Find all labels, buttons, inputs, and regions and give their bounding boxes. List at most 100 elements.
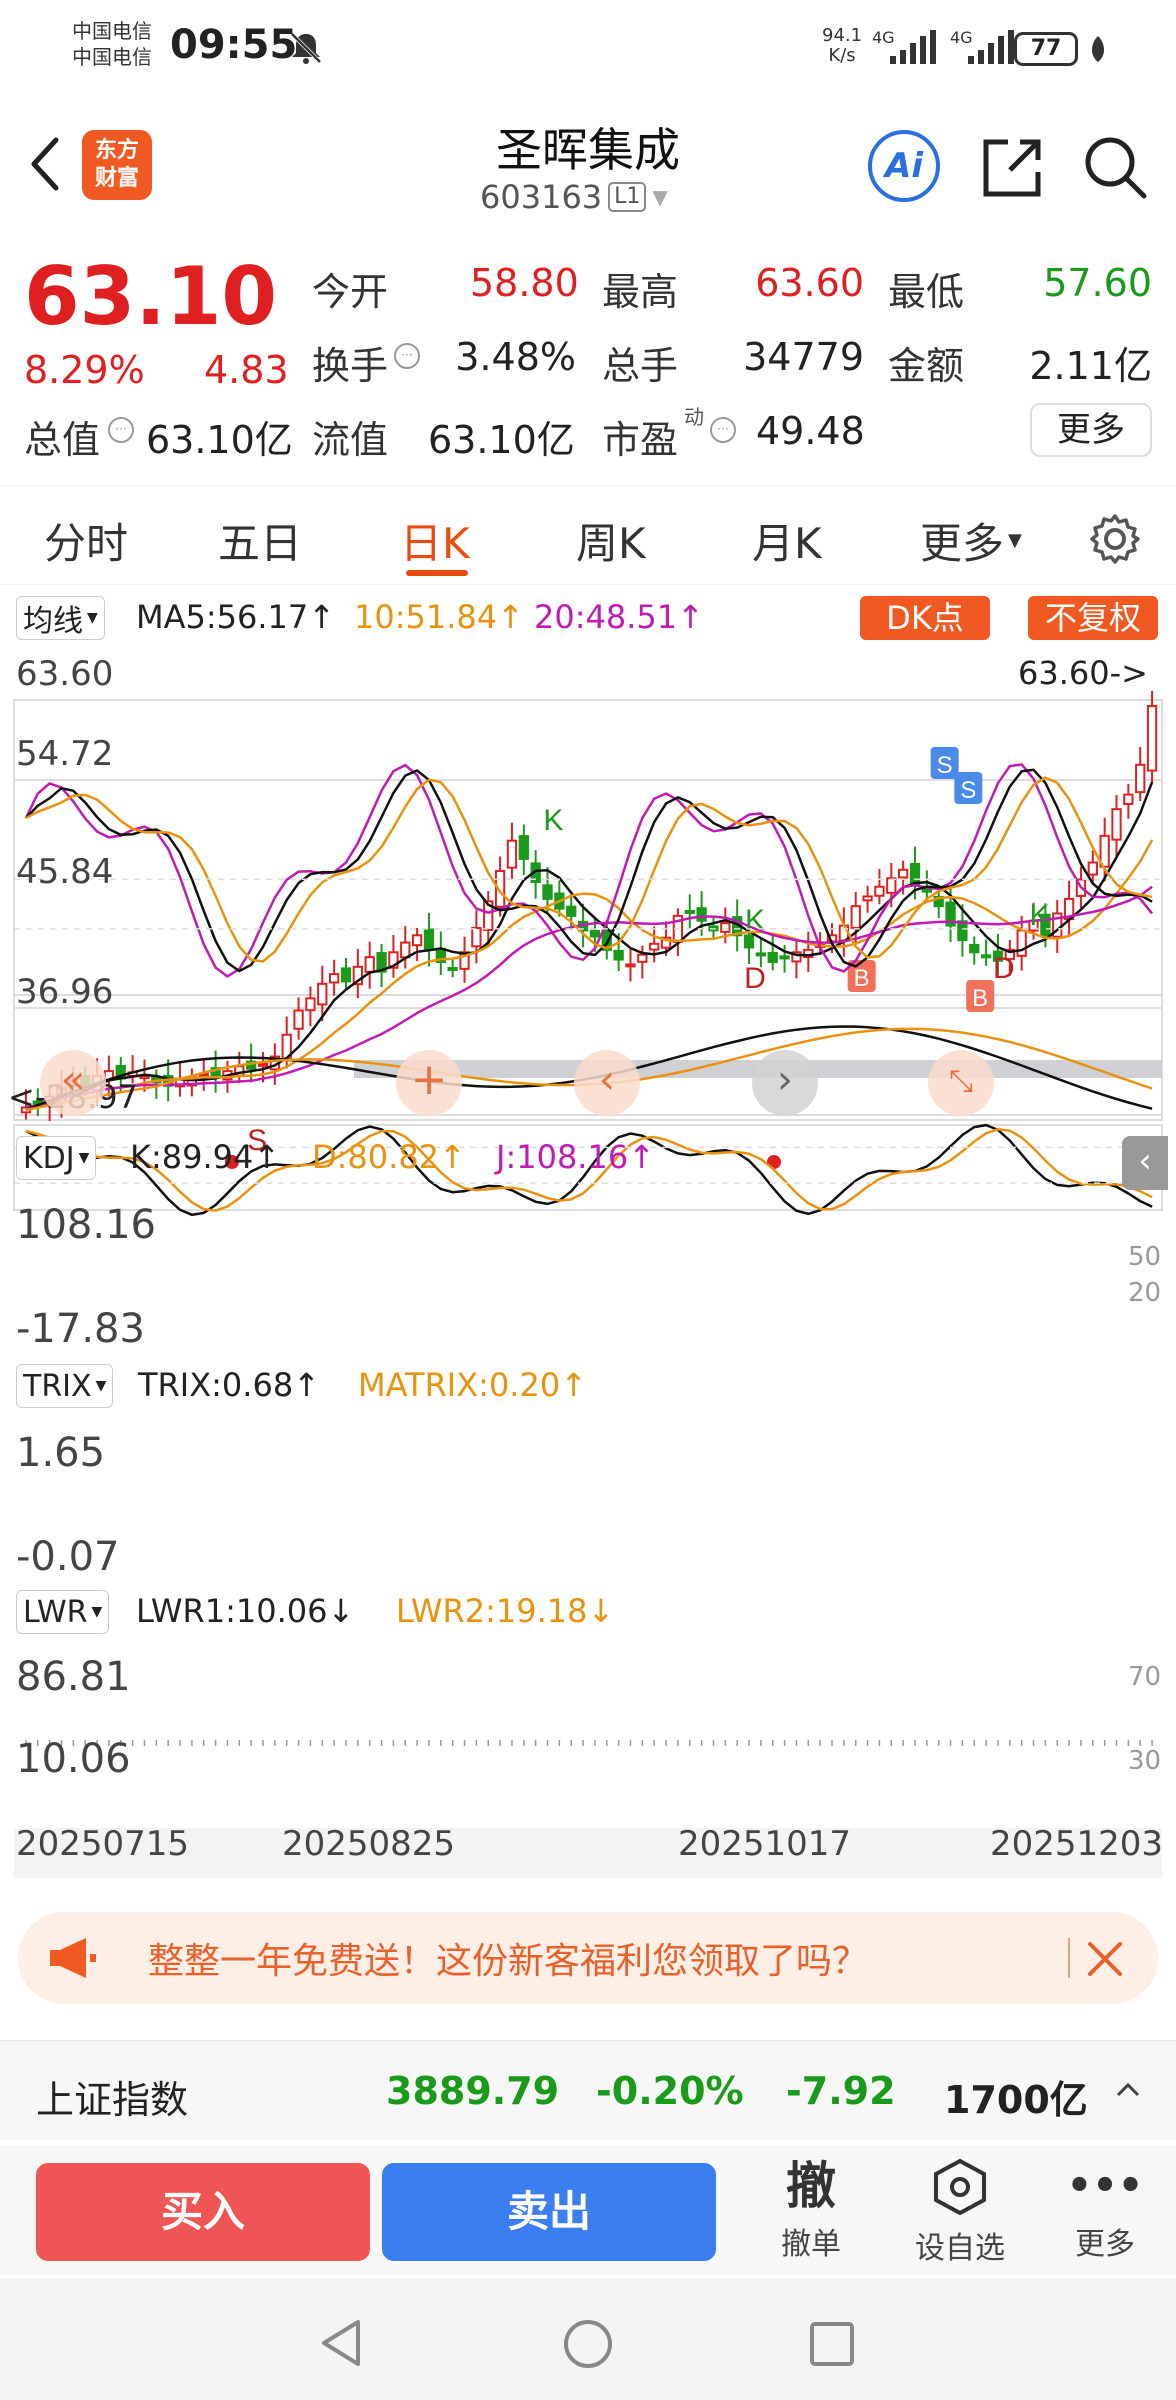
signal-label: K [1029, 899, 1049, 932]
signal-icon-2 [968, 30, 1014, 64]
candle-body [1146, 705, 1158, 772]
y-tick-trix-top: 1.65 [16, 1430, 106, 1476]
ma5-line [25, 781, 1154, 1109]
volume-value: 34779 [743, 335, 864, 379]
buy-button[interactable]: 买入 [36, 2163, 370, 2261]
add-watchlist-label: 设自选 [915, 2231, 1005, 2266]
dk-point-button[interactable]: DK点 [860, 596, 990, 640]
battery-level: 77 [1030, 36, 1062, 61]
close-icon[interactable] [1086, 1940, 1124, 1978]
index-percent: -0.20% [596, 2069, 744, 2113]
kdj-selector[interactable]: KDJ ▼ [16, 1136, 97, 1180]
signal-label: S [247, 1124, 267, 1157]
tab-more-label: 更多 [920, 519, 1005, 568]
rewind-left-button[interactable]: « [40, 1050, 106, 1116]
info-icon-3[interactable]: ··· [710, 417, 736, 443]
chevron-down-icon: ▼ [87, 610, 98, 626]
info-icon[interactable]: ··· [394, 343, 420, 369]
kdj-selector-label: KDJ [23, 1140, 75, 1176]
candle-body [459, 951, 470, 970]
high-marker: 63.60-> [1018, 654, 1148, 692]
open-label: 今开 [312, 270, 389, 314]
signal-label: B [854, 965, 870, 992]
candle-body [684, 909, 695, 914]
tab-more[interactable]: 更多 ▼ [920, 510, 1022, 571]
adjust-mode-button[interactable]: 不复权 [1028, 596, 1158, 640]
promo-banner[interactable]: 整整一年免费送！这份新客福利您领取了吗？ [18, 1912, 1158, 2004]
ma10-line [25, 839, 1154, 1109]
lwr2-line [25, 1128, 1153, 1212]
nav-back-icon[interactable] [318, 2318, 364, 2368]
signal-label: D [993, 952, 1015, 985]
candle-body [494, 870, 506, 908]
clock: 09:55 [170, 22, 298, 68]
more-quote-button[interactable]: 更多 [1030, 403, 1152, 457]
carrier-info: 中国电信 中国电信 [72, 18, 152, 70]
fullscreen-icon[interactable]: ⤡ [928, 1050, 994, 1116]
lwr-level-70: 70 [1128, 1662, 1162, 1692]
step-left-button[interactable]: ‹ [574, 1050, 640, 1116]
stock-code: 603163 [480, 178, 603, 216]
chevron-up-icon[interactable] [1114, 2079, 1142, 2101]
more-actions-button[interactable]: ••• 更多 [1050, 2153, 1160, 2263]
share-icon[interactable] [980, 134, 1046, 200]
lwr-selector-label: LWR [23, 1594, 88, 1630]
carrier-1: 中国电信 [72, 19, 152, 43]
promo-text: 整整一年免费送！这份新客福利您领取了吗？ [148, 1941, 869, 1982]
network-type-2: 4G [950, 28, 973, 47]
sell-label: 卖出 [506, 2187, 591, 2236]
lwr-selector[interactable]: LWR ▼ [16, 1590, 110, 1634]
candle-body [376, 952, 387, 973]
x-tick-3: 20251017 [678, 1824, 852, 1864]
candle-body [364, 956, 375, 973]
info-icon-2[interactable]: ··· [108, 417, 134, 443]
ma-selector[interactable]: 均线 ▼ [16, 596, 105, 640]
tab-monthly-k[interactable]: 月K [752, 519, 822, 568]
candle-body [660, 936, 672, 949]
ai-label: Ai [885, 146, 923, 186]
index-ticker[interactable]: 上证指数 3889.79 -0.20% -7.92 1700亿 [0, 2040, 1176, 2140]
candle-body [637, 953, 648, 963]
nav-home-icon[interactable] [562, 2318, 614, 2370]
zoom-in-button[interactable]: + [396, 1050, 462, 1116]
matrix-value: MATRIX:0.20↑ [358, 1366, 587, 1404]
network-type-1: 4G [872, 28, 895, 47]
turnover-value: 3.48% [455, 335, 576, 379]
low-value: 57.60 [1043, 261, 1152, 305]
signal-badge [930, 747, 959, 779]
amount-value: 2.11亿 [1029, 344, 1152, 388]
index-name: 上证指数 [36, 2078, 189, 2122]
candle-body [755, 952, 767, 957]
candle-body [447, 967, 458, 972]
x-tick-2: 20250825 [282, 1824, 456, 1864]
candle-body [328, 973, 340, 984]
stock-code-row[interactable]: 603163 L1 ▼ [480, 178, 668, 216]
kdj-level-50: 50 [1128, 1242, 1162, 1272]
ma5-value: MA5:56.17↑ [136, 598, 336, 636]
index-value: 3889.79 [386, 2069, 560, 2113]
chevron-down-icon: ▼ [95, 1378, 107, 1394]
signal-label: S [960, 777, 976, 804]
header: 东方 财富 圣晖集成 603163 L1 ▼ Ai [0, 100, 1176, 230]
ai-assistant-button[interactable]: Ai [868, 130, 940, 202]
trix-selector[interactable]: TRIX ▼ [16, 1364, 114, 1408]
nav-recents-icon[interactable] [808, 2320, 856, 2368]
add-watchlist-button[interactable]: 设自选 [900, 2153, 1020, 2267]
candle-body [625, 963, 636, 968]
market-cap-value: 63.10亿 [146, 418, 293, 462]
brand-logo[interactable]: 东方 财富 [82, 130, 152, 200]
tab-minute[interactable]: 分时 [44, 519, 129, 568]
tab-weekly-k[interactable]: 周K [576, 519, 646, 568]
step-right-button[interactable]: › [752, 1050, 818, 1116]
tab-daily-k[interactable]: 日K [400, 519, 470, 568]
y-tick-main-3: 45.84 [16, 852, 114, 892]
settings-gear-icon[interactable] [1088, 512, 1142, 566]
pe-value: 49.48 [756, 409, 865, 453]
tab-five-day[interactable]: 五日 [218, 519, 303, 568]
sell-button[interactable]: 卖出 [382, 2163, 716, 2261]
back-icon[interactable] [24, 134, 64, 194]
collapse-panel-button[interactable]: ‹ [1122, 1136, 1168, 1190]
search-icon[interactable] [1082, 134, 1148, 200]
cancel-order-button[interactable]: 撤 撤单 [756, 2153, 866, 2263]
